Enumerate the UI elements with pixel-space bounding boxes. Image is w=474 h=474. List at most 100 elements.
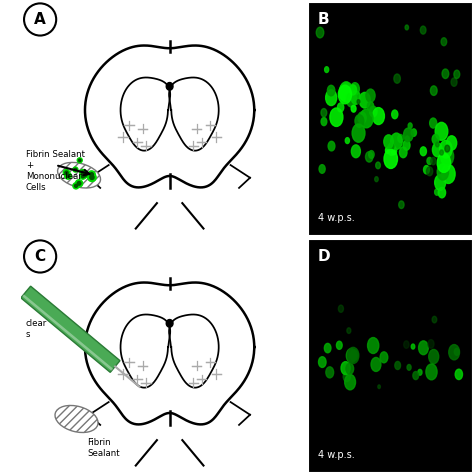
- Circle shape: [90, 173, 93, 176]
- Circle shape: [429, 118, 437, 128]
- Circle shape: [80, 173, 86, 179]
- Circle shape: [431, 157, 436, 165]
- Circle shape: [380, 352, 388, 363]
- Text: B: B: [318, 12, 329, 27]
- Circle shape: [347, 328, 351, 333]
- Circle shape: [376, 162, 381, 169]
- Circle shape: [346, 348, 356, 363]
- Circle shape: [82, 173, 85, 176]
- Circle shape: [346, 363, 354, 374]
- Circle shape: [374, 177, 378, 182]
- Text: C: C: [35, 249, 46, 264]
- Circle shape: [398, 135, 403, 142]
- Polygon shape: [21, 286, 120, 373]
- Circle shape: [341, 362, 350, 374]
- Circle shape: [420, 26, 426, 34]
- Circle shape: [385, 147, 390, 154]
- Circle shape: [439, 140, 452, 158]
- Circle shape: [63, 170, 70, 176]
- Circle shape: [454, 348, 459, 356]
- Circle shape: [338, 305, 344, 312]
- Circle shape: [367, 337, 379, 354]
- Circle shape: [384, 135, 393, 148]
- Circle shape: [345, 95, 350, 101]
- Polygon shape: [166, 319, 173, 327]
- Circle shape: [326, 90, 337, 106]
- Circle shape: [435, 122, 448, 140]
- Circle shape: [343, 372, 350, 382]
- Circle shape: [441, 147, 454, 165]
- Circle shape: [404, 341, 409, 348]
- Circle shape: [359, 92, 370, 108]
- Circle shape: [352, 124, 365, 142]
- Circle shape: [351, 91, 360, 104]
- Circle shape: [395, 361, 401, 370]
- Circle shape: [74, 168, 77, 171]
- Circle shape: [330, 108, 343, 127]
- Circle shape: [83, 174, 86, 177]
- Circle shape: [339, 83, 353, 102]
- Circle shape: [65, 173, 72, 179]
- Circle shape: [436, 142, 439, 147]
- Circle shape: [389, 143, 394, 150]
- Circle shape: [442, 69, 449, 79]
- Circle shape: [79, 159, 81, 162]
- Circle shape: [435, 189, 439, 195]
- Text: Fibrin
Sealant: Fibrin Sealant: [88, 438, 120, 458]
- Circle shape: [326, 367, 334, 378]
- Circle shape: [387, 144, 396, 155]
- Circle shape: [366, 89, 375, 102]
- Circle shape: [428, 349, 439, 364]
- Circle shape: [346, 92, 356, 107]
- Circle shape: [65, 171, 68, 174]
- Circle shape: [66, 174, 70, 178]
- Circle shape: [432, 135, 439, 144]
- Circle shape: [360, 109, 373, 128]
- Circle shape: [77, 182, 81, 185]
- Circle shape: [77, 158, 82, 163]
- Circle shape: [400, 147, 407, 158]
- Circle shape: [325, 67, 328, 73]
- Circle shape: [351, 105, 356, 112]
- Circle shape: [83, 172, 88, 177]
- Circle shape: [90, 175, 94, 180]
- Circle shape: [81, 172, 86, 177]
- Circle shape: [403, 128, 413, 142]
- Circle shape: [411, 344, 415, 349]
- Circle shape: [345, 137, 349, 144]
- Circle shape: [355, 115, 364, 128]
- Circle shape: [432, 316, 437, 323]
- Circle shape: [430, 86, 437, 95]
- Circle shape: [351, 82, 359, 95]
- Circle shape: [403, 140, 410, 150]
- Circle shape: [324, 343, 331, 353]
- Circle shape: [358, 112, 366, 124]
- Circle shape: [80, 170, 86, 175]
- Circle shape: [371, 357, 381, 372]
- Circle shape: [365, 152, 373, 162]
- Circle shape: [449, 345, 459, 360]
- Circle shape: [345, 374, 356, 390]
- Circle shape: [427, 167, 433, 176]
- Text: 4 w.p.s.: 4 w.p.s.: [318, 213, 355, 223]
- Circle shape: [319, 164, 325, 173]
- Ellipse shape: [55, 405, 98, 432]
- Circle shape: [328, 85, 335, 96]
- Circle shape: [413, 372, 419, 380]
- Circle shape: [349, 85, 356, 95]
- Circle shape: [373, 108, 384, 125]
- Circle shape: [340, 82, 353, 100]
- Circle shape: [75, 180, 82, 187]
- Circle shape: [455, 369, 463, 380]
- Circle shape: [427, 157, 432, 164]
- Circle shape: [437, 164, 448, 180]
- Circle shape: [357, 100, 360, 104]
- Circle shape: [319, 357, 326, 367]
- Circle shape: [420, 147, 427, 156]
- Circle shape: [440, 150, 443, 155]
- Circle shape: [428, 339, 434, 348]
- Circle shape: [82, 173, 87, 178]
- Circle shape: [435, 175, 446, 190]
- Circle shape: [316, 27, 324, 38]
- Circle shape: [337, 341, 342, 349]
